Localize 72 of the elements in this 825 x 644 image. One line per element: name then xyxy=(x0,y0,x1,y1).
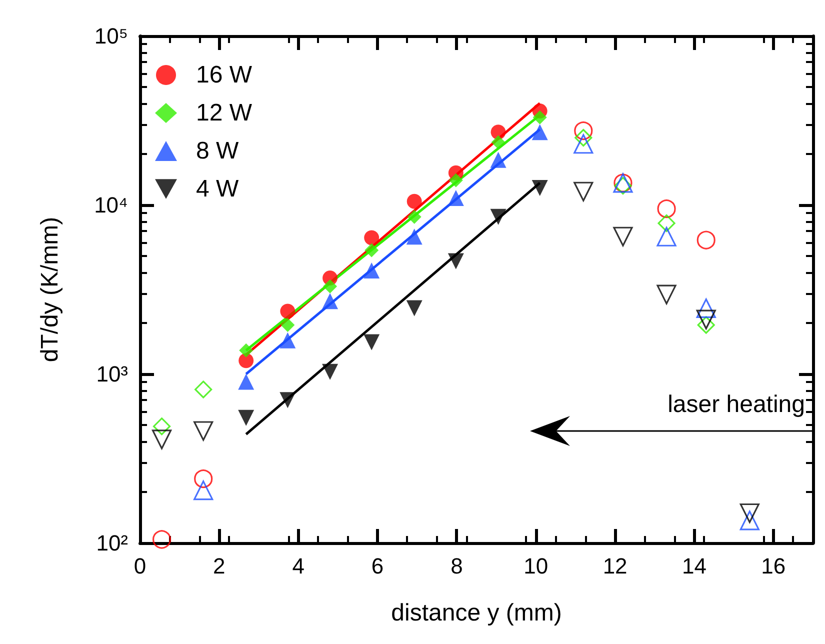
point xyxy=(364,262,380,278)
point xyxy=(239,343,254,358)
point xyxy=(406,228,422,245)
point xyxy=(614,176,632,195)
point xyxy=(152,418,171,436)
point xyxy=(364,243,379,258)
point xyxy=(696,298,716,318)
point xyxy=(448,190,464,206)
point xyxy=(152,530,172,549)
point xyxy=(696,230,716,250)
x-tick-label: 4 xyxy=(292,554,304,578)
point xyxy=(448,173,463,188)
x-tick-label: 14 xyxy=(682,554,706,578)
point xyxy=(490,152,506,168)
point xyxy=(490,208,506,225)
point xyxy=(740,503,760,524)
x-tick-label: 10 xyxy=(524,554,548,578)
y-axis-title: dT/dy (K/mm) xyxy=(36,216,64,362)
point xyxy=(532,180,548,196)
x-tick-label: 0 xyxy=(134,554,146,578)
y-tick-label: 10⁵ xyxy=(94,24,128,48)
legend-label: 8 W xyxy=(196,138,240,164)
point xyxy=(491,135,506,150)
point xyxy=(532,110,547,124)
point xyxy=(364,334,380,350)
legend-label: 4 W xyxy=(196,176,240,202)
point xyxy=(194,380,212,398)
point xyxy=(574,134,594,154)
legend-label: 12 W xyxy=(196,100,252,126)
x-axis-title: distance y (mm) xyxy=(391,600,562,626)
point xyxy=(532,124,548,140)
point xyxy=(740,510,760,530)
point xyxy=(490,124,506,140)
point xyxy=(322,364,338,380)
point xyxy=(194,421,214,441)
point xyxy=(280,304,296,319)
point xyxy=(238,374,254,390)
point xyxy=(696,310,716,330)
point xyxy=(697,316,715,334)
point xyxy=(613,226,633,246)
point xyxy=(364,230,380,246)
x-tick-label: 12 xyxy=(602,554,628,578)
x-tick-label: 2 xyxy=(213,554,226,578)
point xyxy=(658,214,676,232)
point xyxy=(656,226,676,246)
point xyxy=(574,128,592,147)
point xyxy=(407,210,422,224)
point xyxy=(574,121,593,140)
point xyxy=(406,194,422,209)
point xyxy=(280,318,295,332)
annotation: laser heating xyxy=(668,390,805,419)
point xyxy=(194,480,214,500)
point xyxy=(238,410,254,426)
point xyxy=(194,469,213,488)
y-tick-label: 10³ xyxy=(96,362,128,386)
point xyxy=(448,253,464,270)
point xyxy=(657,199,676,218)
point xyxy=(323,279,338,294)
point xyxy=(322,293,338,310)
legend-label: 16 W xyxy=(196,62,252,88)
point xyxy=(574,182,594,202)
point xyxy=(656,284,676,304)
point xyxy=(280,392,296,408)
y-tick-label: 10² xyxy=(96,530,128,556)
point xyxy=(406,300,422,316)
x-tick-label: 6 xyxy=(371,554,384,578)
x-tick-label: 8 xyxy=(450,554,463,578)
x-tick-label: 16 xyxy=(761,554,786,578)
point xyxy=(280,332,296,348)
point xyxy=(238,353,254,368)
y-tick-label: 10⁴ xyxy=(94,192,128,218)
point xyxy=(152,430,172,450)
